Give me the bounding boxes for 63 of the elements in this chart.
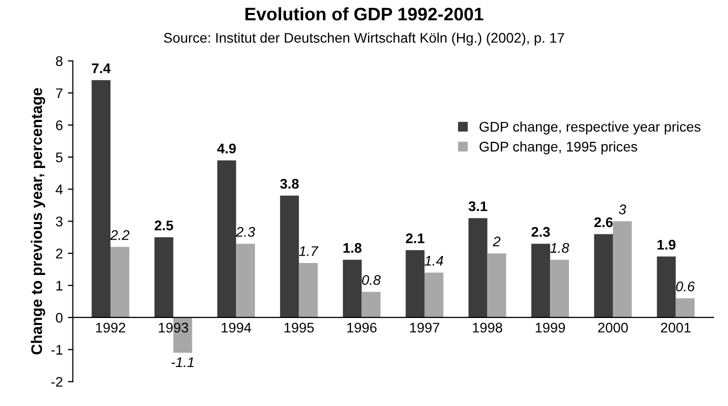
data-label: 2 (492, 236, 500, 246)
bar (531, 244, 550, 318)
data-label: 2.6 (594, 217, 613, 228)
x-tick-label: 1999 (536, 322, 565, 333)
x-tick-label: 1997 (410, 322, 440, 333)
x-tick-label: 2001 (661, 322, 691, 333)
data-label: 3.8 (280, 178, 299, 189)
bar (342, 260, 362, 318)
bar (550, 260, 569, 318)
data-label: 1.4 (424, 256, 444, 266)
data-label: 4.9 (217, 144, 236, 154)
bar (236, 244, 255, 318)
data-label: 3.1 (468, 201, 488, 212)
data-label: 1.9 (658, 240, 676, 250)
y-tick-label: 0 (56, 312, 63, 323)
bar (280, 196, 299, 318)
bar (487, 253, 506, 318)
data-label: -1.1 (171, 357, 194, 368)
data-label: 7.4 (92, 64, 111, 74)
data-label: 2.1 (406, 233, 424, 244)
data-label: 0.8 (362, 275, 381, 285)
bar (406, 250, 425, 318)
data-label: 1.7 (299, 246, 318, 256)
y-tick-label: 7 (56, 88, 62, 98)
data-label: 2.5 (154, 220, 174, 230)
x-tick-label: 2000 (598, 322, 628, 333)
y-tick-label: 6 (56, 120, 62, 130)
x-tick-label: 1993 (158, 322, 188, 333)
bar (468, 218, 488, 318)
x-tick-label: 1992 (96, 322, 126, 333)
bar (110, 246, 130, 318)
bar (676, 298, 695, 318)
bar (298, 262, 318, 318)
data-label: 1.8 (550, 243, 570, 253)
y-tick-label: 5 (56, 152, 62, 162)
data-label: 1.8 (344, 243, 362, 253)
y-axis-title: Change to previous year, percentage (30, 88, 46, 354)
x-tick-label: 1996 (347, 322, 377, 333)
bar (612, 221, 632, 318)
bar (217, 160, 236, 318)
bar (92, 80, 110, 318)
y-tick-label: 3 (56, 216, 62, 226)
y-tick-label: 8 (56, 56, 62, 66)
x-tick-label: 1998 (472, 322, 502, 333)
chart-title: Evolution of GDP 1992-2001 (245, 7, 484, 20)
data-label: 3 (618, 204, 626, 214)
y-tick-label: 1 (56, 280, 62, 290)
data-label: 0.6 (676, 282, 695, 292)
bar (424, 272, 444, 318)
data-label: 2.3 (532, 226, 550, 237)
bar (594, 234, 613, 318)
x-tick-label: 1995 (284, 322, 314, 333)
bar (656, 256, 676, 318)
legend-label: GDP change, respective year prices (480, 122, 700, 134)
chart-subtitle: Source: Institut der Deutschen Wirtschaft Köln (Hg.) (2002), p. 17 (164, 32, 564, 46)
y-tick-label: -2 (51, 376, 62, 387)
y-tick-label: 2 (56, 248, 62, 258)
y-tick-label: -1 (51, 345, 62, 355)
legend-label: GDP change, 1995 prices (480, 141, 638, 154)
x-tick-label: 1994 (222, 322, 252, 333)
bar (154, 237, 174, 318)
bar (362, 292, 381, 318)
y-tick-label: 4 (56, 184, 63, 194)
